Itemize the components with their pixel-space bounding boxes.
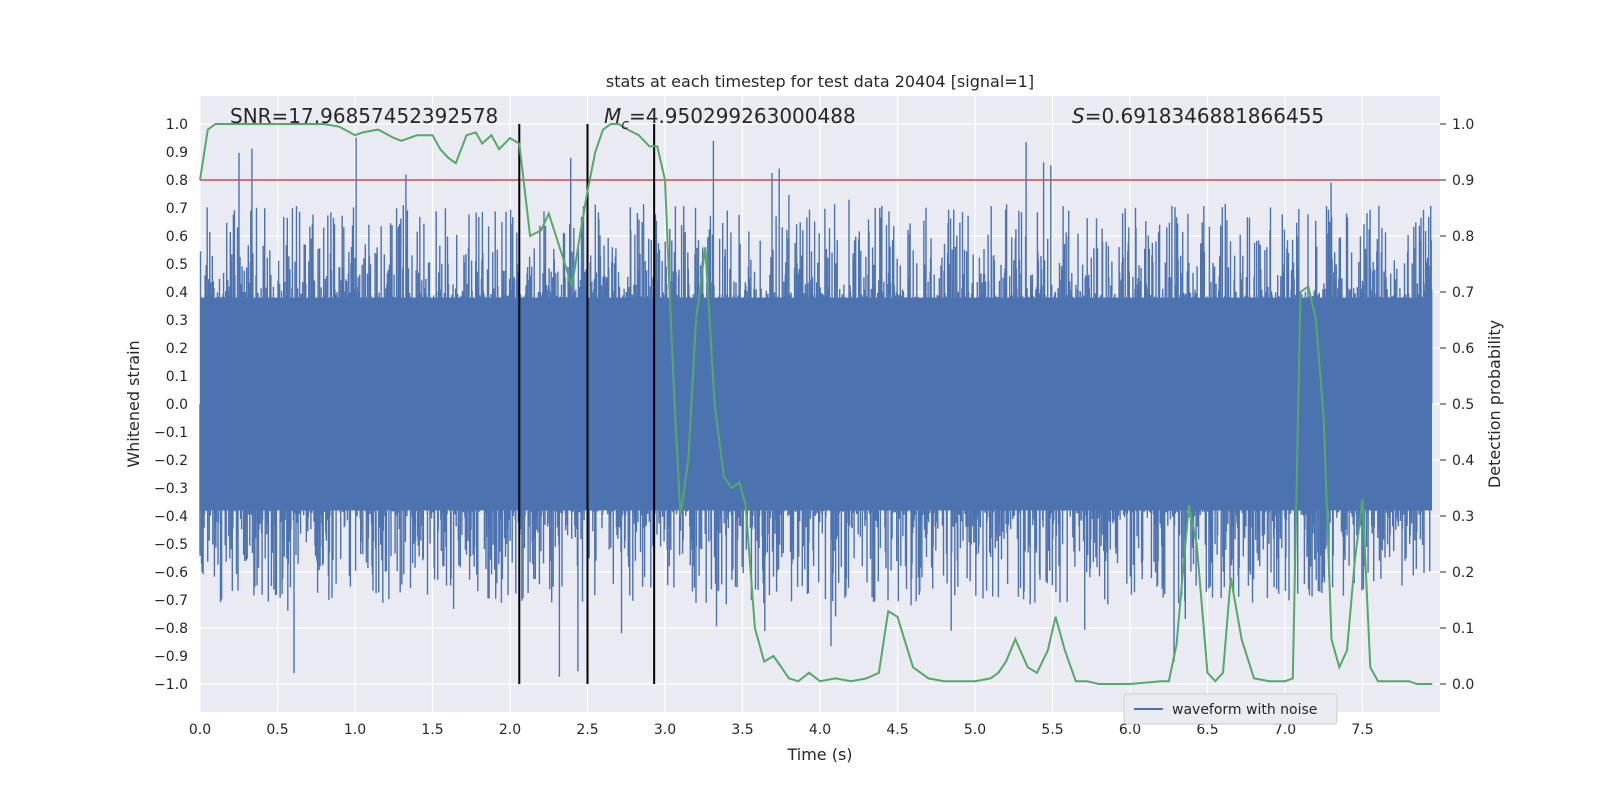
y-tick-label: −1.0 [154,677,188,693]
statistic-value: =0.6918346881866455 [1085,104,1324,128]
snr-annotation: SNR=17.96857452392578 [230,104,498,128]
y-tick-label: −0.1 [154,425,188,441]
x-tick-label: 6.0 [1119,722,1141,738]
y2-tick-label: 0.5 [1452,397,1474,413]
y-tick-label: −0.9 [154,649,188,665]
x-tick-label: 0.5 [266,722,288,738]
chirp-mass-annotation: Mc=4.950299263000488 [604,104,856,133]
chart-title: stats at each timestep for test data 204… [606,72,1034,91]
x-axis-label: Time (s) [786,745,852,764]
legend-box [1123,693,1338,725]
y2-tick-label: 0.3 [1452,509,1474,525]
waveform-series [199,137,1433,677]
y-tick-label: 0.7 [166,201,188,217]
y-tick-label: 1.0 [166,117,188,133]
statistic-annotation: S=0.6918346881866455 [1072,104,1324,128]
x-tick-label: 6.5 [1196,722,1218,738]
y-axis-label: Whitened strain [124,340,143,467]
y-tick-label: −0.5 [154,537,188,553]
x-tick-label: 2.5 [576,722,598,738]
chirp-mass-subscript: c [621,117,629,133]
y2-tick-label: 1.0 [1452,117,1474,133]
y2-tick-label: 0.6 [1452,341,1474,357]
legend-label: waveform with noise [1172,702,1317,718]
y-tick-label: −0.8 [154,621,188,637]
y-tick-label: −0.4 [154,509,188,525]
y2-tick-label: 0.8 [1452,229,1474,245]
y2-tick-label: 0.1 [1452,621,1474,637]
y2-tick-label: 0.9 [1452,173,1474,189]
y-tick-label: 0.4 [166,285,188,301]
y2-tick-label: 0.7 [1452,285,1474,301]
legend: waveform with noise [1123,693,1338,725]
x-tick-label: 7.0 [1274,722,1296,738]
x-tick-label: 7.5 [1351,722,1373,738]
y2-axis-ticks: 1.0 0.9 0.8 0.7 0.6 0.5 0.4 0.3 0.2 0.1 0.0 [1440,117,1474,693]
y-tick-label: 0.8 [166,173,188,189]
chirp-mass-value: =4.950299263000488 [629,104,856,128]
vertical-markers [518,124,656,684]
probability-line [199,123,1433,685]
y-tick-label: 0.0 [166,397,188,413]
y-tick-label: 0.1 [166,369,188,385]
y-tick-label: 0.2 [166,341,188,357]
x-axis-ticks: 0.0 0.5 1.0 1.5 2.0 2.5 3.0 3.5 4.0 4.5 5.0 5.5 6.0 6… [189,722,1374,738]
x-tick-label: 3.0 [654,722,676,738]
y-tick-label: 0.5 [166,257,188,273]
x-tick-label: 5.5 [1041,722,1063,738]
x-tick-label: 5.0 [964,722,986,738]
y2-axis-label: Detection probability [1485,320,1504,488]
y2-tick-label: 0.4 [1452,453,1474,469]
y-tick-label: 0.6 [166,229,188,245]
x-tick-label: 4.5 [886,722,908,738]
x-tick-label: 1.5 [421,722,443,738]
y-tick-label: −0.2 [154,453,188,469]
y-tick-label: 0.9 [166,145,188,161]
y-tick-label: −0.7 [154,593,188,609]
y-tick-label: 0.3 [166,313,188,329]
x-tick-label: 0.0 [189,722,211,738]
statistic-symbol: S [1072,104,1085,128]
x-tick-label: 1.0 [344,722,366,738]
chirp-mass-symbol: M [604,104,621,128]
y-tick-label: −0.3 [154,481,188,497]
y2-tick-label: 0.0 [1452,677,1474,693]
y-tick-label: −0.6 [154,565,188,581]
x-tick-label: 4.0 [809,722,831,738]
waveform-line [199,137,1433,677]
x-tick-label: 3.5 [731,722,753,738]
y2-tick-label: 0.2 [1452,565,1474,581]
x-tick-label: 2.0 [499,722,521,738]
probability-series-group [199,123,1433,685]
y-axis-ticks: 1.0 0.9 0.8 0.7 0.6 0.5 0.4 0.3 0.2 0.1 0.0 −0.1 −0.… [154,117,188,693]
